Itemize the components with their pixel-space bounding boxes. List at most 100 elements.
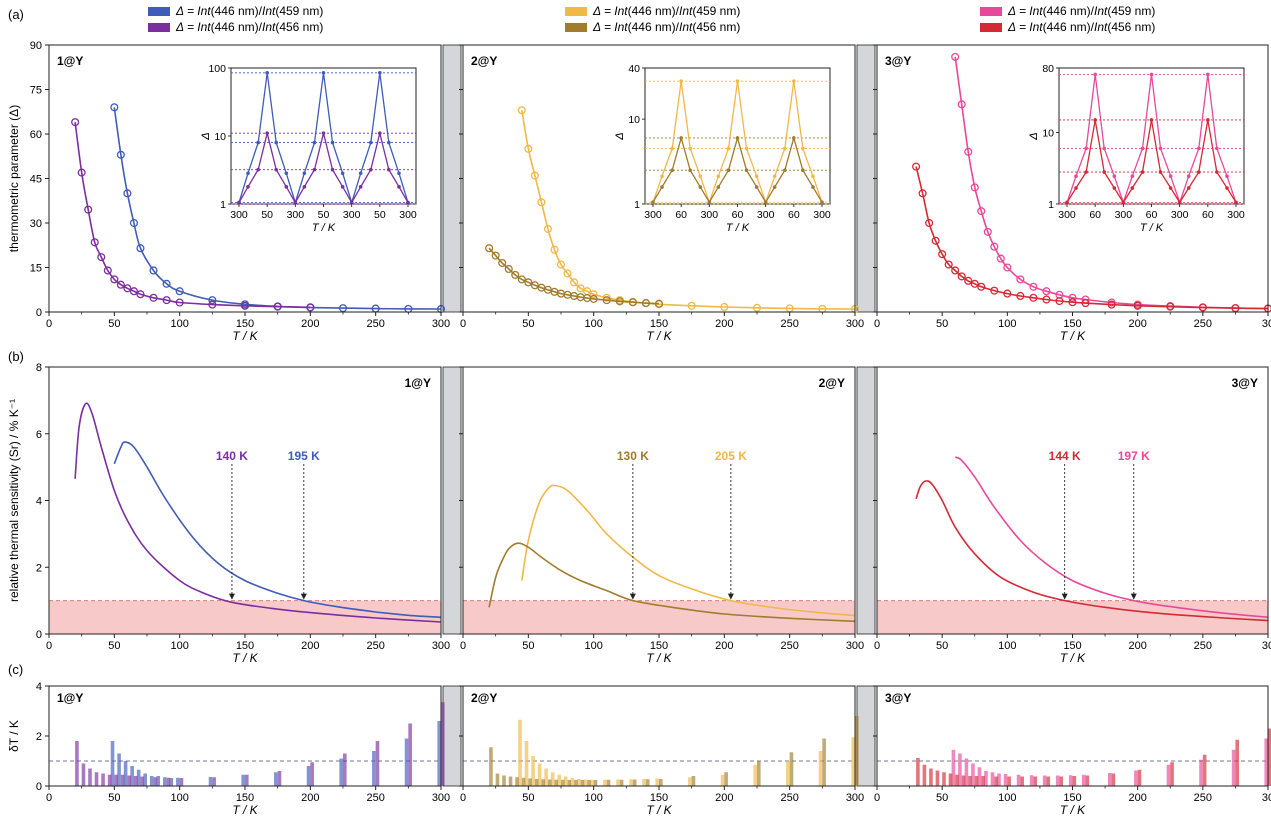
inset-x-tick-label: 60	[675, 209, 687, 221]
inset-point	[369, 167, 373, 172]
data-point	[1003, 289, 1012, 298]
legend-text-part: Int	[679, 4, 693, 18]
bar	[1081, 774, 1086, 786]
inset-point	[772, 174, 777, 179]
x-tick-label: 200	[1128, 792, 1146, 804]
x-tick-label: 50	[522, 318, 534, 330]
y-tick-label: 0	[36, 781, 42, 793]
data-point	[951, 52, 960, 61]
bar	[149, 776, 154, 786]
inset-point	[1225, 174, 1229, 178]
inset-x-tick-label: 300	[757, 209, 775, 221]
legend-text-part: (456 nm)	[275, 20, 323, 34]
series-line	[488, 542, 856, 623]
inset-point	[811, 185, 815, 189]
inset-y-tick-label: 100	[208, 63, 226, 75]
bar	[997, 773, 1001, 786]
legend-swatch	[565, 23, 587, 32]
inset-point	[330, 140, 335, 145]
x-tick-label: 200	[715, 792, 733, 804]
x-tick-label: 250	[780, 792, 798, 804]
bar	[606, 779, 611, 786]
separator-bar	[856, 44, 876, 313]
bar	[75, 741, 79, 786]
y-tick-label: 6	[36, 429, 42, 441]
inset-x-tick-label: 60	[1202, 209, 1214, 221]
bar	[855, 716, 859, 786]
series-line	[915, 166, 1269, 310]
bar	[489, 747, 493, 786]
x-tick-label: 100	[170, 640, 188, 652]
series-line	[915, 480, 1269, 622]
bar	[88, 768, 92, 786]
inset-point	[265, 131, 269, 135]
bar	[632, 779, 637, 786]
data-point	[175, 298, 184, 307]
inset-point	[820, 200, 824, 205]
x-tick-label: 0	[460, 792, 466, 804]
data-point	[537, 198, 546, 207]
data-point	[918, 189, 927, 198]
inset-y-tick-label: 40	[628, 63, 640, 75]
inset-point	[246, 185, 250, 189]
data-point	[71, 118, 80, 127]
data-point	[110, 103, 119, 112]
inset-y-tick-label: 1	[220, 199, 226, 211]
inset-y-tick-label: 10	[1042, 128, 1054, 140]
x-tick-label: 30	[1262, 318, 1271, 330]
bar	[951, 749, 956, 786]
data-point	[589, 294, 598, 303]
bar	[534, 779, 539, 786]
inset-point	[1149, 72, 1154, 77]
bar	[408, 723, 412, 786]
inset-point	[792, 136, 796, 140]
inset-point	[707, 200, 712, 205]
x-tick-label: 200	[301, 318, 319, 330]
inset-point	[330, 167, 335, 172]
x-axis-label: T / K	[1060, 329, 1086, 343]
inset-point	[735, 136, 740, 140]
data-point	[556, 260, 566, 269]
bar	[127, 775, 131, 786]
bar	[580, 780, 585, 786]
data-point	[530, 171, 539, 180]
legend-text-part: Int	[197, 20, 211, 34]
bar	[502, 775, 506, 786]
legend-text-part: Δ =	[175, 20, 197, 34]
inset-y-axis-label: Δ	[614, 132, 626, 140]
legend-text-part: Δ =	[592, 20, 614, 34]
bar	[140, 776, 145, 786]
x-tick-label: 0	[460, 318, 466, 330]
x-tick-label: 0	[874, 318, 880, 330]
y-tick-label: 60	[30, 129, 42, 141]
panel-title: 3@Y	[1232, 376, 1258, 390]
data-point	[1068, 298, 1077, 307]
data-point	[240, 301, 250, 310]
x-tick-label: 50	[522, 640, 534, 652]
inset-y-tick-label: 10	[628, 114, 640, 126]
bar	[922, 764, 927, 786]
axes-frames	[45, 44, 1269, 790]
legend-text-part: Int	[197, 4, 211, 18]
legend: Δ = Int(446 nm)/Int(459 nm)Δ = Int(446 n…	[148, 4, 1155, 34]
data-point	[524, 278, 533, 287]
annotation-arrowhead	[228, 593, 235, 600]
inset-point	[1158, 170, 1163, 174]
bar	[1068, 775, 1073, 786]
x-axis-label: T / K	[1060, 651, 1086, 665]
data-point	[1107, 300, 1116, 309]
bar	[990, 772, 995, 786]
data-point	[208, 296, 217, 305]
bar	[916, 758, 920, 786]
x-axis-label: T / K	[646, 803, 672, 817]
x-tick-label: 100	[998, 318, 1016, 330]
data-point	[175, 287, 184, 296]
bar	[958, 753, 962, 786]
panel-title: 1@Y	[57, 691, 83, 705]
legend-text-part: Int	[1094, 4, 1108, 18]
bar	[179, 778, 184, 786]
inset-x-tick-label: 300	[813, 209, 831, 221]
inset-point	[670, 168, 674, 173]
x-tick-label: 200	[715, 640, 733, 652]
bar	[441, 702, 445, 786]
